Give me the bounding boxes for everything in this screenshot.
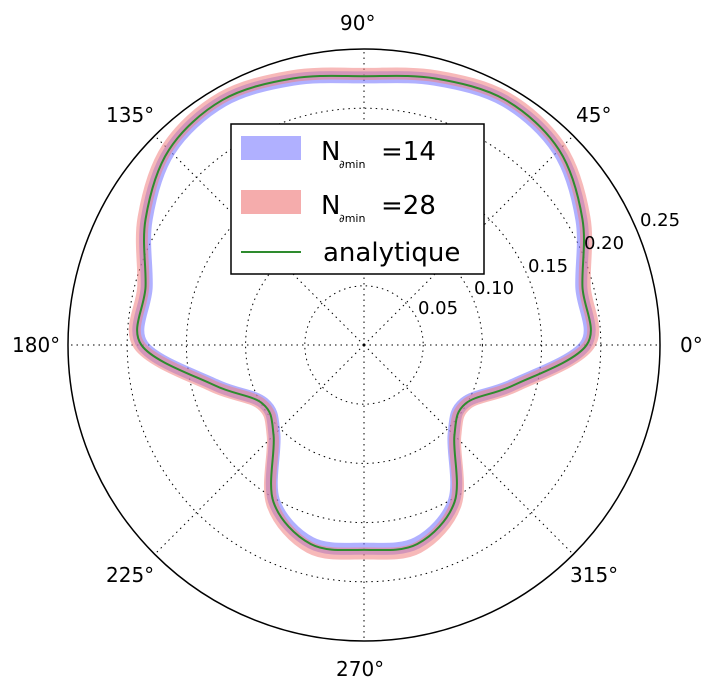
radial-tick-015: 0.15 [528,256,568,277]
angle-tick-90: 90° [340,11,375,35]
angle-tick-45: 45° [576,103,611,127]
angle-tick-180: 180° [12,333,60,357]
legend-label-14-sub: ∂min [339,158,365,171]
data-series [128,67,600,560]
radial-tick-010: 0.10 [474,278,514,299]
radial-grid-circle [245,226,483,464]
outer-circle [67,48,661,642]
angle-tick-315: 315° [570,563,618,587]
legend-label-28-main: N [321,191,340,221]
center-point [362,343,366,347]
tick-labels: 0° 45° 90° 135° 180° 225° 270° 315° 0.05… [12,11,703,681]
legend-swatch-14 [241,136,301,160]
legend-label-14-value: =14 [381,137,436,167]
angle-tick-270: 270° [336,657,384,681]
series-line-analytique [136,74,592,552]
series-band-1 [128,67,600,560]
legend-swatch-28 [241,190,301,214]
radial-tick-020: 0.20 [584,233,624,254]
radial-tick-005: 0.05 [418,298,458,319]
angle-tick-135: 135° [106,103,154,127]
legend-label-14-main: N [321,137,340,167]
legend-label-28-sub: ∂min [339,212,365,225]
angle-tick-225: 225° [106,563,154,587]
angle-tick-0: 0° [680,333,703,357]
legend: N ∂min =14 N ∂min =28 analytique [230,123,485,275]
legend-label-28-value: =28 [381,191,436,221]
legend-label-analytique: analytique [323,238,460,268]
radial-tick-025: 0.25 [640,210,680,231]
